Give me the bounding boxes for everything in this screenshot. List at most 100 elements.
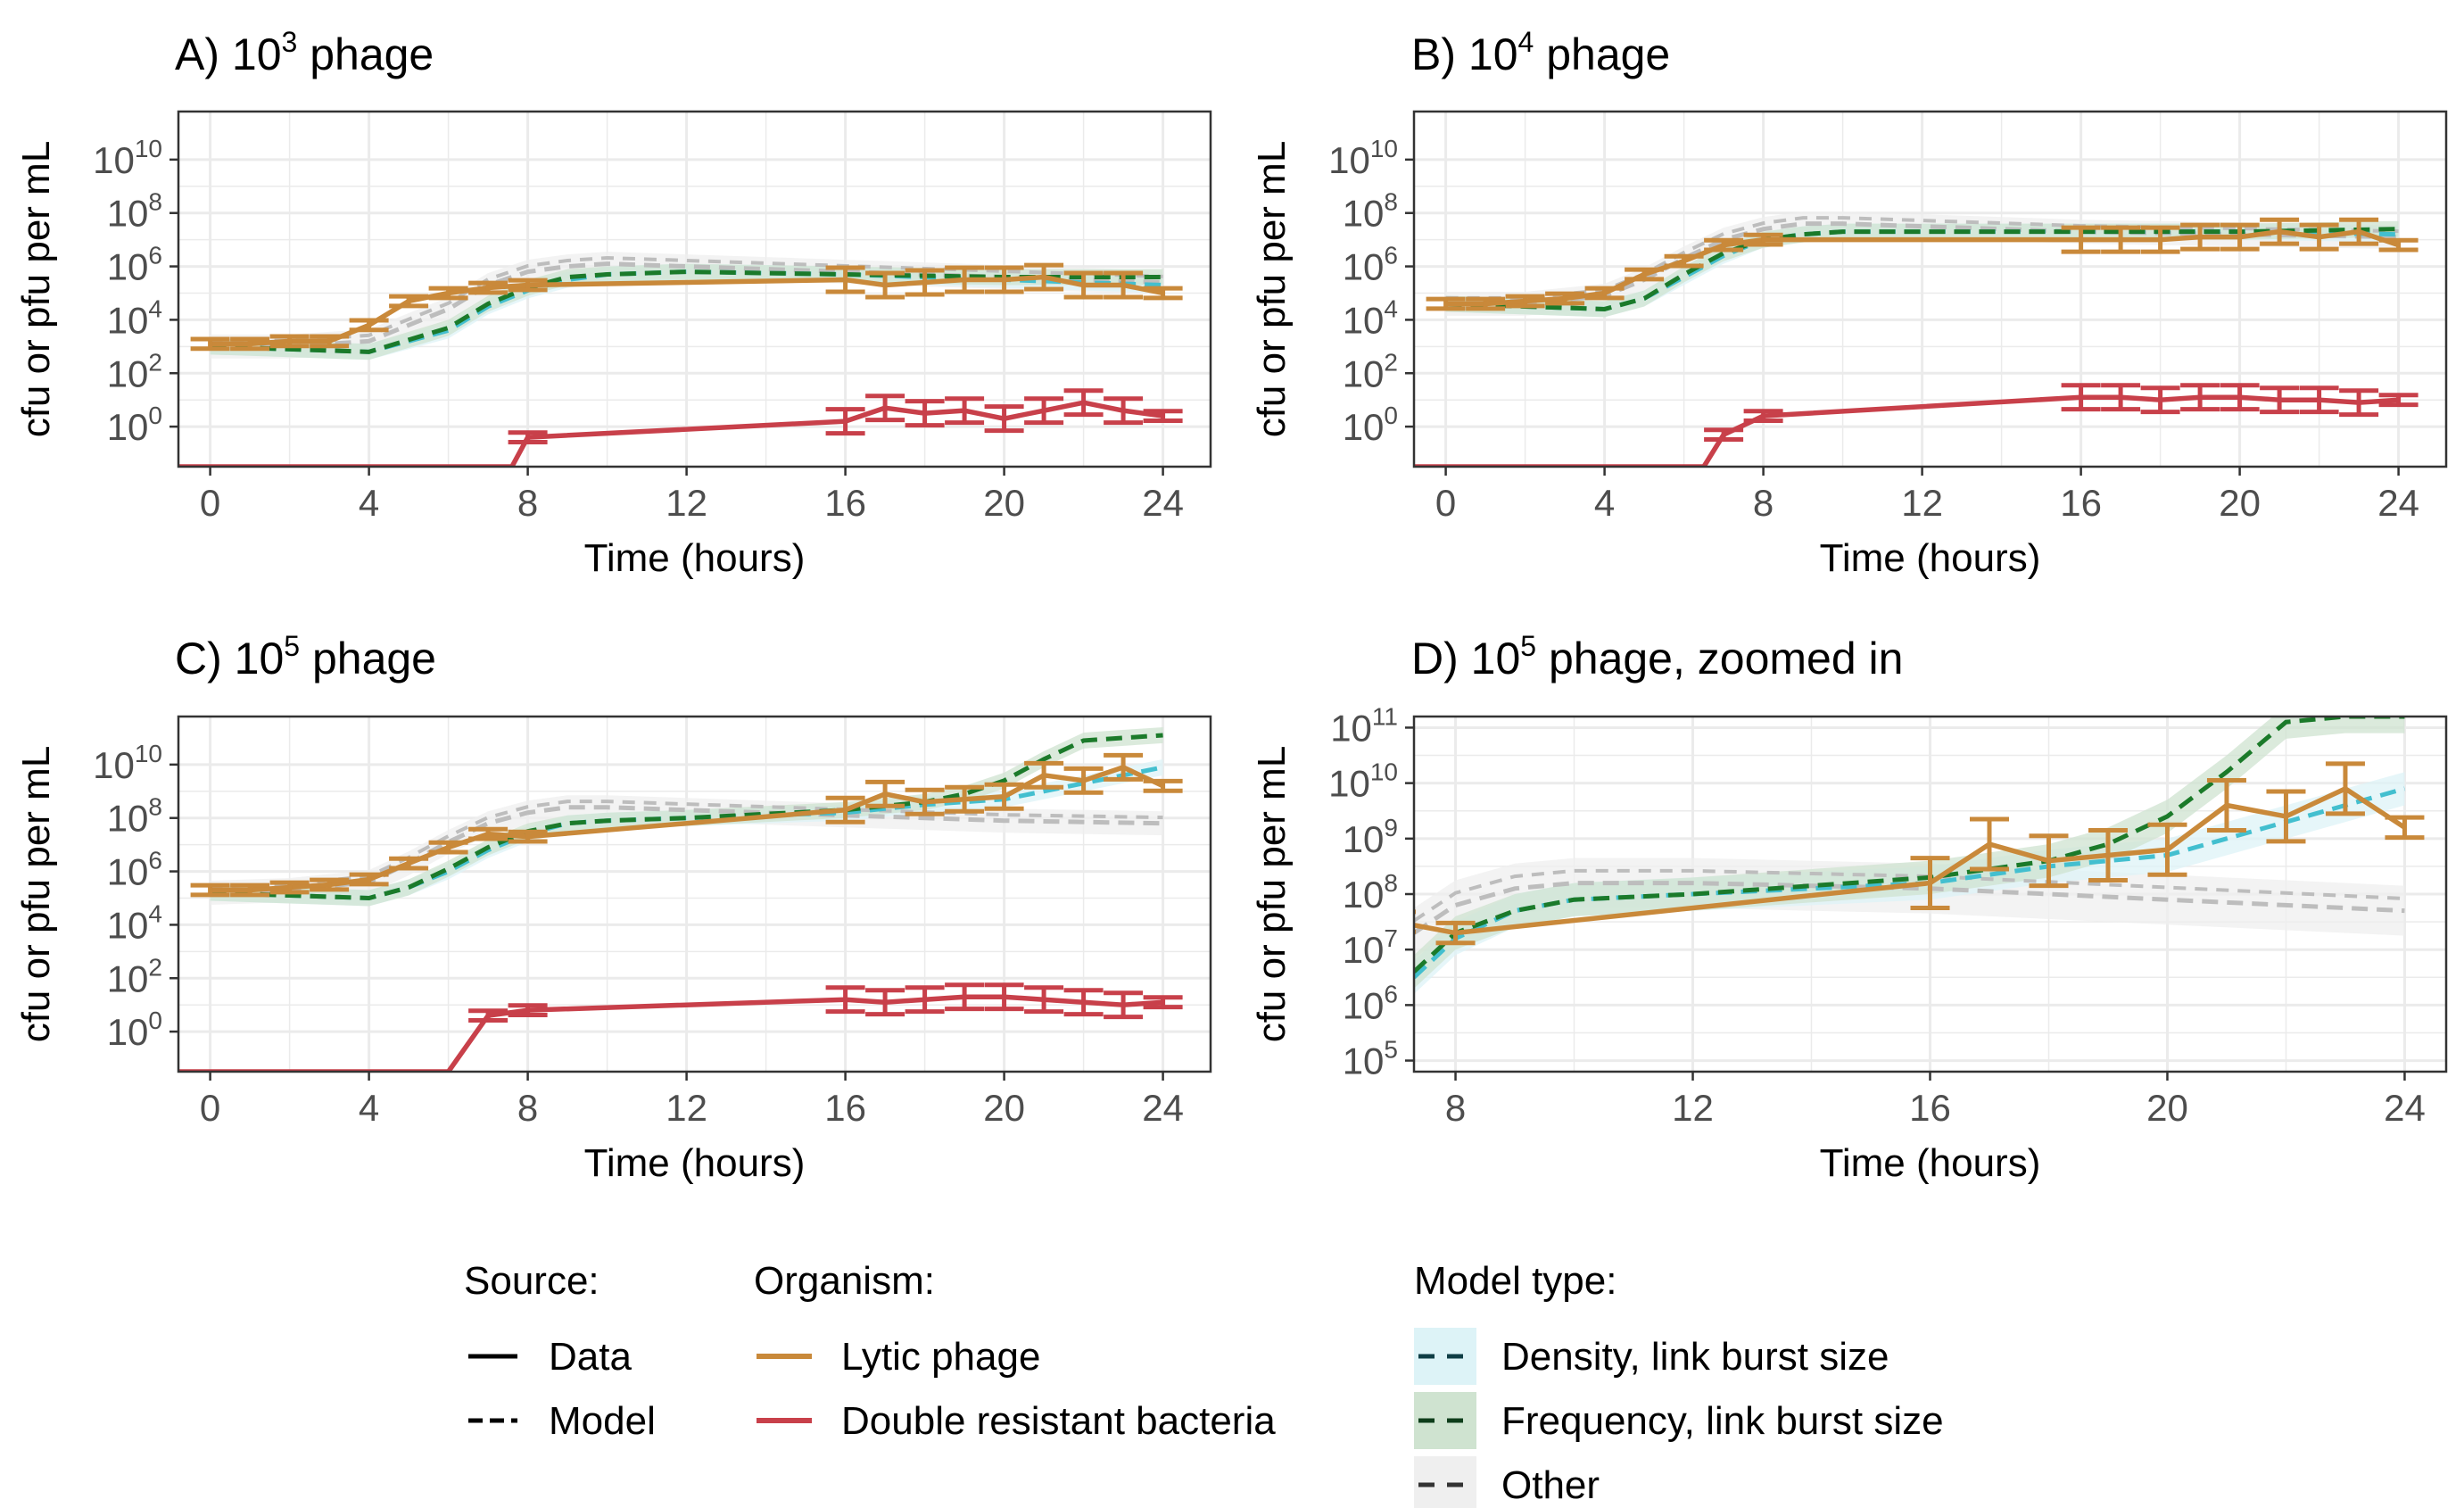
- model-ribbon: [210, 726, 1163, 907]
- plot-frame: [1412, 110, 2448, 468]
- panel-title: B) 104 phage: [1411, 26, 1670, 79]
- y-tick-label: 108: [107, 188, 162, 235]
- y-tick-label: 107: [1343, 924, 1398, 971]
- legend-item-data: Data: [549, 1335, 632, 1379]
- y-tick-label: 100: [1343, 402, 1398, 448]
- y-tick-exponent: 0: [1384, 402, 1398, 429]
- x-tick-label: 20: [983, 482, 1025, 524]
- y-axis-label: cfu or pfu per mL: [14, 746, 58, 1043]
- x-tick-label: 8: [517, 1087, 538, 1129]
- y-tick-exponent: 10: [135, 135, 162, 162]
- legend-title-model-type: Model type:: [1414, 1259, 1616, 1303]
- y-tick-exponent: 8: [1384, 869, 1398, 897]
- y-axis-label: cfu or pfu per mL: [1250, 141, 1294, 438]
- legend-item-model-type: Other: [1501, 1463, 1600, 1507]
- x-tick-label: 24: [2384, 1087, 2426, 1129]
- y-tick-exponent: 6: [1384, 980, 1398, 1007]
- y-tick-exponent: 10: [1370, 135, 1398, 162]
- title-suffix: phage: [297, 29, 434, 79]
- x-tick-label: 16: [824, 482, 866, 524]
- plot-area: [178, 252, 1183, 467]
- plot-area: [1414, 717, 2425, 994]
- x-tick-label: 24: [2377, 482, 2419, 524]
- plot-frame: [177, 715, 1212, 1073]
- model-ribbon: [210, 795, 1163, 905]
- x-tick-label: 24: [1142, 482, 1184, 524]
- legend-title-source: Source:: [464, 1259, 599, 1303]
- y-tick-label: 106: [1343, 242, 1398, 288]
- x-tick-label: 16: [1909, 1087, 1951, 1129]
- model-line: [1414, 881, 2405, 935]
- title-suffix: phage, zoomed in: [1536, 634, 1903, 684]
- legend-key-other-fill: [1414, 1456, 1476, 1508]
- title-suffix: phage: [1534, 29, 1670, 79]
- x-tick-label: 0: [200, 482, 220, 524]
- panel-title: D) 105 phage, zoomed in: [1411, 630, 1903, 684]
- y-tick-exponent: 8: [1384, 188, 1398, 216]
- y-tick-exponent: 8: [148, 188, 162, 216]
- y-tick-exponent: 4: [148, 294, 162, 322]
- y-tick-exponent: 2: [148, 953, 162, 981]
- y-tick-label: 100: [107, 402, 162, 448]
- x-tick-label: 4: [359, 482, 379, 524]
- x-tick-label: 12: [1901, 482, 1943, 524]
- y-tick-label: 104: [1343, 294, 1398, 341]
- legend-item-lytic-phage: Lytic phage: [841, 1335, 1040, 1379]
- model-line: [210, 733, 1163, 900]
- y-tick-exponent: 9: [1384, 814, 1398, 841]
- data-line: [178, 400, 1163, 467]
- data-line: [210, 274, 1164, 347]
- x-tick-label: 16: [824, 1087, 866, 1129]
- x-tick-label: 20: [983, 1087, 1025, 1129]
- panel-title: A) 103 phage: [175, 26, 434, 79]
- y-tick-exponent: 4: [148, 899, 162, 927]
- x-tick-label: 0: [200, 1087, 220, 1129]
- plot-area: [1414, 211, 2419, 467]
- legend: Source: Data Model Organism: Lytic phage Doub…: [464, 1259, 1944, 1508]
- model-ribbon: [210, 263, 1163, 360]
- title-exponent: 3: [282, 26, 298, 58]
- y-tick-exponent: 0: [148, 1007, 162, 1034]
- model-line: [1414, 786, 2406, 980]
- title-exponent: 5: [1520, 630, 1536, 662]
- y-tick-label: 105: [1343, 1036, 1398, 1082]
- y-tick-exponent: 11: [1372, 702, 1398, 730]
- data-line: [210, 765, 1164, 893]
- x-tick-label: 12: [1672, 1087, 1714, 1129]
- panel-title: C) 105 phage: [175, 630, 436, 684]
- y-tick-label: 100: [107, 1007, 162, 1053]
- x-tick-label: 12: [666, 1087, 707, 1129]
- y-tick-exponent: 6: [148, 847, 162, 874]
- y-tick-label: 109: [1343, 814, 1398, 860]
- x-tick-label: 8: [1753, 482, 1774, 524]
- y-tick-label: 108: [1343, 188, 1398, 235]
- x-tick-label: 16: [2060, 482, 2102, 524]
- y-tick-exponent: 2: [1384, 348, 1398, 376]
- y-tick-label: 102: [107, 953, 162, 999]
- y-tick-label: 102: [107, 348, 162, 394]
- y-tick-label: 1011: [1330, 702, 1398, 749]
- title-exponent: 4: [1518, 26, 1534, 58]
- x-tick-label: 4: [359, 1087, 379, 1129]
- x-tick-label: 4: [1594, 482, 1615, 524]
- title-exponent: 5: [284, 630, 300, 662]
- x-axis-label: Time (hours): [1820, 1141, 2041, 1185]
- x-tick-label: 24: [1142, 1087, 1184, 1129]
- y-tick-label: 108: [1343, 869, 1398, 916]
- model-line: [210, 765, 1164, 900]
- plot-frame: [177, 110, 1212, 468]
- y-tick-exponent: 2: [148, 348, 162, 376]
- y-tick-label: 1010: [1328, 758, 1398, 805]
- y-tick-label: 1010: [93, 740, 162, 786]
- x-axis-label: Time (hours): [584, 1141, 806, 1185]
- y-tick-exponent: 7: [1384, 924, 1398, 952]
- y-tick-exponent: 5: [1384, 1036, 1398, 1064]
- legend-title-organism: Organism:: [754, 1259, 935, 1303]
- y-tick-label: 102: [1343, 348, 1398, 394]
- y-tick-exponent: 10: [1370, 758, 1398, 786]
- x-tick-label: 0: [1435, 482, 1456, 524]
- y-tick-exponent: 10: [135, 740, 162, 767]
